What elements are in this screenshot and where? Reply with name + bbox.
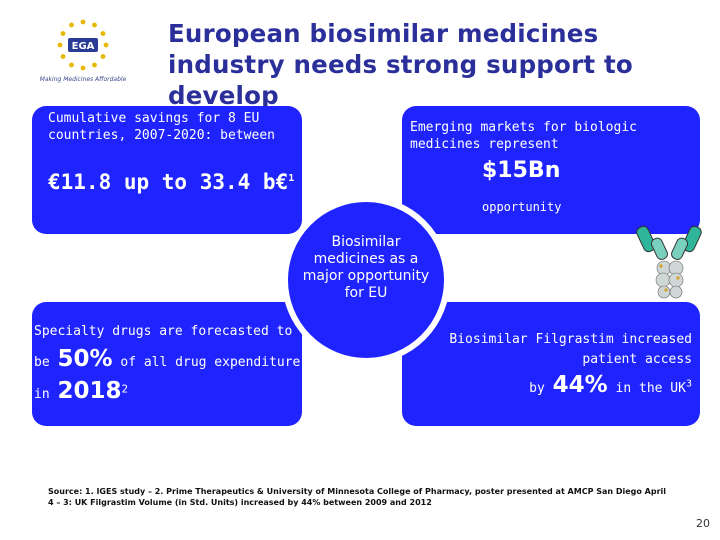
filgrastim-line-1: Biosimilar Filgrastim increased	[449, 332, 692, 347]
emerging-markets-box	[402, 106, 700, 234]
emerging-markets-value: $15Bn	[482, 158, 561, 183]
specialty-line-2: be 50% of all drug expenditure	[34, 346, 301, 372]
savings-amount: €11.8 up to 33.4 b€1	[48, 170, 295, 194]
emerging-markets-text: Emerging markets for biologic medicines …	[410, 120, 637, 152]
source-note: Source: 1. IGES study – 2. Prime Therape…	[48, 487, 667, 507]
filgrastim-line-3: by 44% in the UK3	[529, 372, 692, 398]
slide-title: European biosimilar medicines industry n…	[168, 19, 633, 110]
logo-text: EGA	[72, 41, 95, 52]
specialty-line-3: in 20182	[34, 378, 129, 404]
specialty-line-1: Specialty drugs are forecasted to	[34, 324, 293, 339]
filgrastim-box	[402, 302, 700, 426]
filgrastim-line-2: patient access	[582, 352, 692, 367]
emerging-markets-sub: opportunity	[482, 200, 562, 214]
page-number: 20	[696, 517, 710, 530]
ega-logo: EGA Making Medicines Affordable	[28, 14, 138, 94]
logo-tagline: Making Medicines Affordable	[39, 76, 127, 83]
center-circle-text: Biosimilar medicines as a major opportun…	[302, 234, 430, 301]
savings-box	[32, 106, 302, 234]
antibody-icon	[636, 225, 702, 299]
specialty-drugs-box	[32, 302, 302, 426]
eu-stars-icon: EGA	[57, 19, 109, 71]
savings-text: Cumulative savings for 8 EU countries, 2…	[48, 111, 275, 143]
center-circle	[282, 196, 450, 364]
